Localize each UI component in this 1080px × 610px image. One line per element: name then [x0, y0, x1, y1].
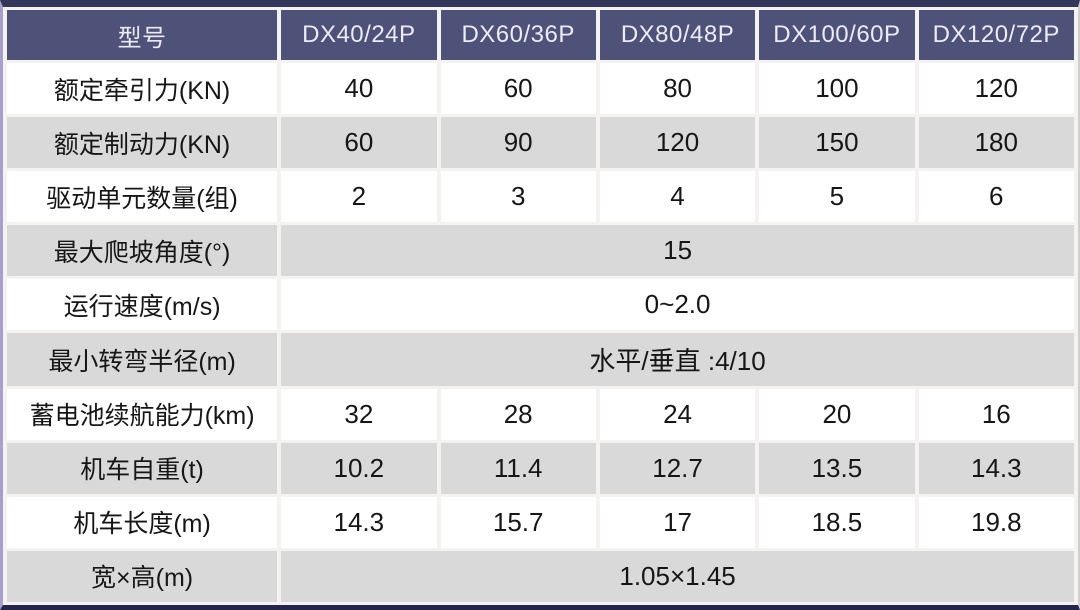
row-label: 机车自重(t): [7, 442, 278, 494]
cell-value: 16: [918, 388, 1074, 440]
row-label: 最小转弯半径(m): [7, 333, 278, 386]
merged-cell-value: 水平/垂直 :4/10: [281, 333, 1074, 386]
cell-value: 14.3: [281, 496, 437, 548]
table-row: 额定制动力(KN) 60 90 120 150 180: [7, 117, 1074, 169]
table-row: 机车自重(t) 10.2 11.4 12.7 13.5 14.3: [7, 442, 1074, 494]
cell-value: 24: [599, 388, 756, 440]
row-label: 机车长度(m): [7, 496, 278, 548]
header-column-0: DX40/24P: [281, 10, 437, 60]
cell-value: 120: [599, 117, 756, 169]
table-row: 最小转弯半径(m) 水平/垂直 :4/10: [7, 333, 1074, 386]
table-row: 机车长度(m) 14.3 15.7 17 18.5 19.8: [7, 496, 1074, 548]
merged-cell-value: 0~2.0: [281, 279, 1074, 331]
cell-value: 14.3: [918, 442, 1074, 494]
cell-value: 180: [918, 117, 1074, 169]
cell-value: 60: [440, 63, 596, 115]
header-column-3: DX100/60P: [759, 10, 915, 60]
cell-value: 28: [440, 388, 596, 440]
cell-value: 4: [599, 171, 756, 223]
row-label: 驱动单元数量(组): [7, 171, 278, 223]
cell-value: 12.7: [599, 442, 756, 494]
cell-value: 40: [281, 63, 437, 115]
header-column-4: DX120/72P: [918, 10, 1074, 60]
table-row: 运行速度(m/s) 0~2.0: [7, 279, 1074, 331]
table-body: 额定牵引力(KN) 40 60 80 100 120 额定制动力(KN) 60 90 120 150…: [7, 63, 1074, 602]
table-row: 蓄电池续航能力(km) 32 28 24 20 16: [7, 388, 1074, 440]
cell-value: 17: [599, 496, 756, 548]
header-row: 型号 DX40/24P DX60/36P DX80/48P DX100/60P DX120…: [7, 10, 1074, 60]
cell-value: 6: [918, 171, 1074, 223]
cell-value: 11.4: [440, 442, 596, 494]
cell-value: 60: [281, 117, 437, 169]
spec-table: 型号 DX40/24P DX60/36P DX80/48P DX100/60P DX120…: [3, 7, 1078, 605]
row-label: 额定牵引力(KN): [7, 63, 278, 115]
row-label: 额定制动力(KN): [7, 117, 278, 169]
row-label: 运行速度(m/s): [7, 279, 278, 331]
row-label: 蓄电池续航能力(km): [7, 388, 278, 440]
header-column-2: DX80/48P: [599, 10, 756, 60]
cell-value: 5: [759, 171, 915, 223]
cell-value: 20: [759, 388, 915, 440]
merged-cell-value: 1.05×1.45: [281, 550, 1074, 602]
table-row: 最大爬坡角度(°) 15: [7, 225, 1074, 277]
cell-value: 19.8: [918, 496, 1074, 548]
cell-value: 100: [759, 63, 915, 115]
row-label: 最大爬坡角度(°): [7, 225, 278, 277]
cell-value: 32: [281, 388, 437, 440]
merged-cell-value: 15: [281, 225, 1074, 277]
cell-value: 13.5: [759, 442, 915, 494]
cell-value: 120: [918, 63, 1074, 115]
cell-value: 90: [440, 117, 596, 169]
cell-value: 80: [599, 63, 756, 115]
cell-value: 10.2: [281, 442, 437, 494]
table-row: 额定牵引力(KN) 40 60 80 100 120: [7, 63, 1074, 115]
row-label: 宽×高(m): [7, 550, 278, 602]
cell-value: 18.5: [759, 496, 915, 548]
table-row: 驱动单元数量(组) 2 3 4 5 6: [7, 171, 1074, 223]
cell-value: 15.7: [440, 496, 596, 548]
cell-value: 2: [281, 171, 437, 223]
table-row: 宽×高(m) 1.05×1.45: [7, 550, 1074, 602]
header-model-label: 型号: [7, 10, 278, 60]
cell-value: 150: [759, 117, 915, 169]
cell-value: 3: [440, 171, 596, 223]
header-column-1: DX60/36P: [440, 10, 596, 60]
